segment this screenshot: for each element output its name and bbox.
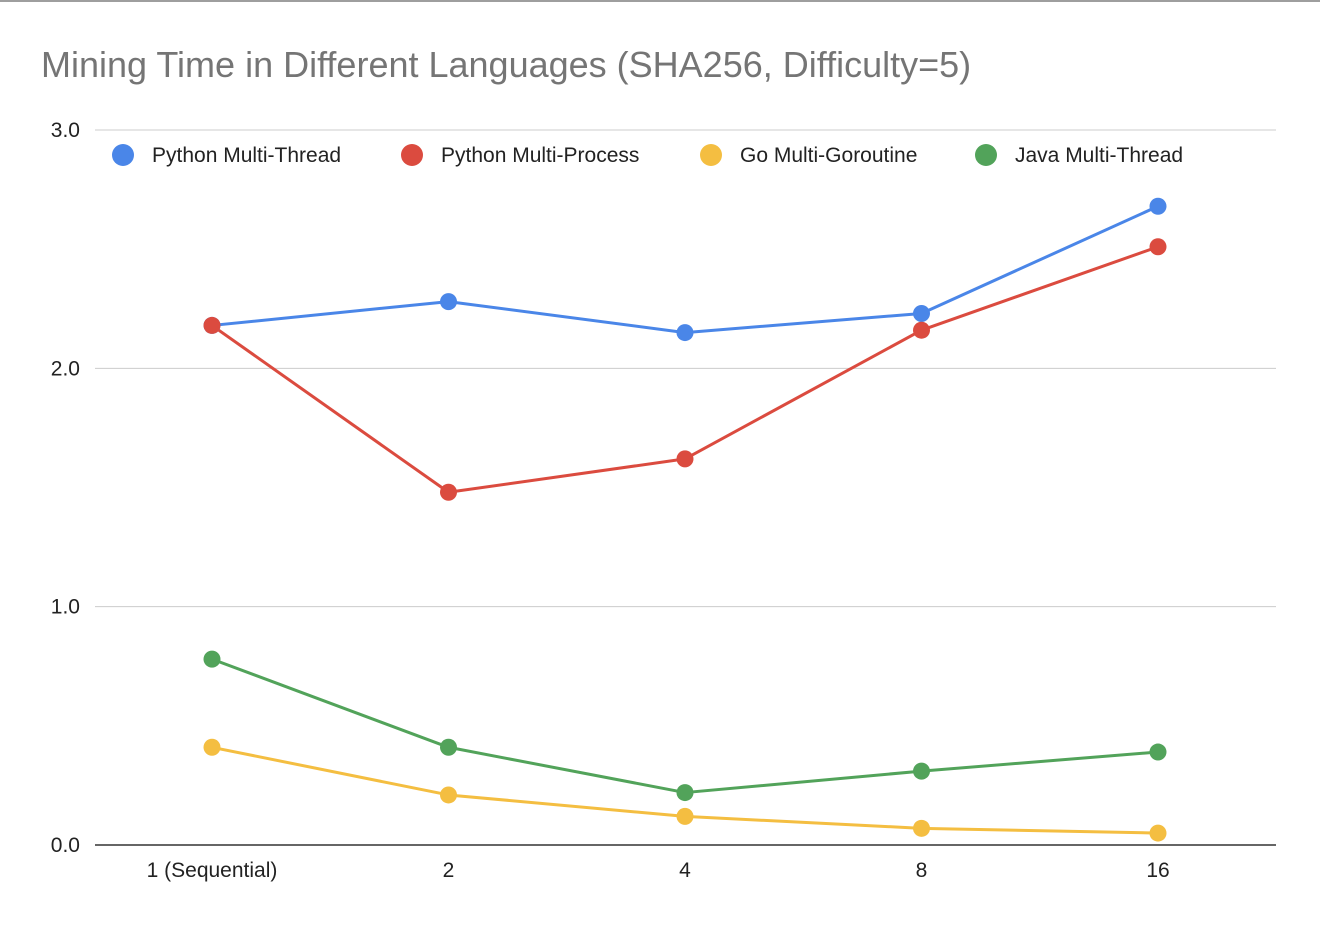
x-tick-label: 16 [1146, 859, 1169, 882]
data-point[interactable] [203, 650, 221, 668]
data-point[interactable] [203, 738, 221, 756]
y-tick-label: 1.0 [51, 596, 80, 619]
data-point[interactable] [440, 786, 457, 804]
data-point[interactable] [676, 450, 694, 468]
data-point[interactable] [1149, 824, 1167, 842]
legend-marker [401, 144, 423, 166]
data-point[interactable] [676, 807, 694, 825]
x-tick-label: 1 (Sequential) [147, 859, 278, 882]
data-point[interactable] [676, 784, 694, 802]
data-point[interactable] [440, 483, 457, 501]
data-point[interactable] [913, 321, 930, 339]
data-point[interactable] [1149, 197, 1167, 215]
x-tick-label: 4 [679, 859, 691, 882]
y-tick-label: 3.0 [51, 119, 80, 142]
legend-label[interactable]: Python Multi-Process [441, 144, 639, 167]
data-point[interactable] [1149, 238, 1167, 256]
series-lines [211, 204, 1159, 835]
data-point[interactable] [676, 324, 694, 342]
top-border [0, 0, 1320, 2]
grid-lines [95, 129, 1276, 846]
y-axis-ticks: 0.0 1.0 2.0 3.0 [51, 119, 80, 857]
legend-marker [975, 144, 997, 166]
data-point[interactable] [913, 762, 930, 780]
series-points [203, 197, 1167, 842]
legend-label[interactable]: Python Multi-Thread [152, 144, 341, 167]
legend-marker [112, 144, 134, 166]
series-line [211, 657, 1159, 795]
legend-label[interactable]: Go Multi-Goroutine [740, 144, 917, 167]
y-tick-label: 2.0 [51, 357, 80, 380]
chart-title: Mining Time in Different Languages (SHA2… [41, 44, 972, 85]
data-point[interactable] [203, 316, 221, 334]
x-axis-ticks: 1 (Sequential) 2 4 8 16 [147, 859, 1170, 882]
legend-label[interactable]: Java Multi-Thread [1015, 144, 1183, 167]
data-point[interactable] [440, 293, 457, 311]
data-point[interactable] [913, 819, 930, 837]
x-tick-label: 8 [916, 859, 928, 882]
y-tick-label: 0.0 [51, 834, 80, 857]
data-point[interactable] [913, 305, 930, 323]
data-point[interactable] [440, 738, 457, 756]
legend: Python Multi-Thread Python Multi-Process G… [112, 144, 1183, 167]
series-line [211, 204, 1159, 335]
x-tick-label: 2 [443, 859, 455, 882]
legend-marker [700, 144, 722, 166]
data-point[interactable] [1149, 743, 1167, 761]
